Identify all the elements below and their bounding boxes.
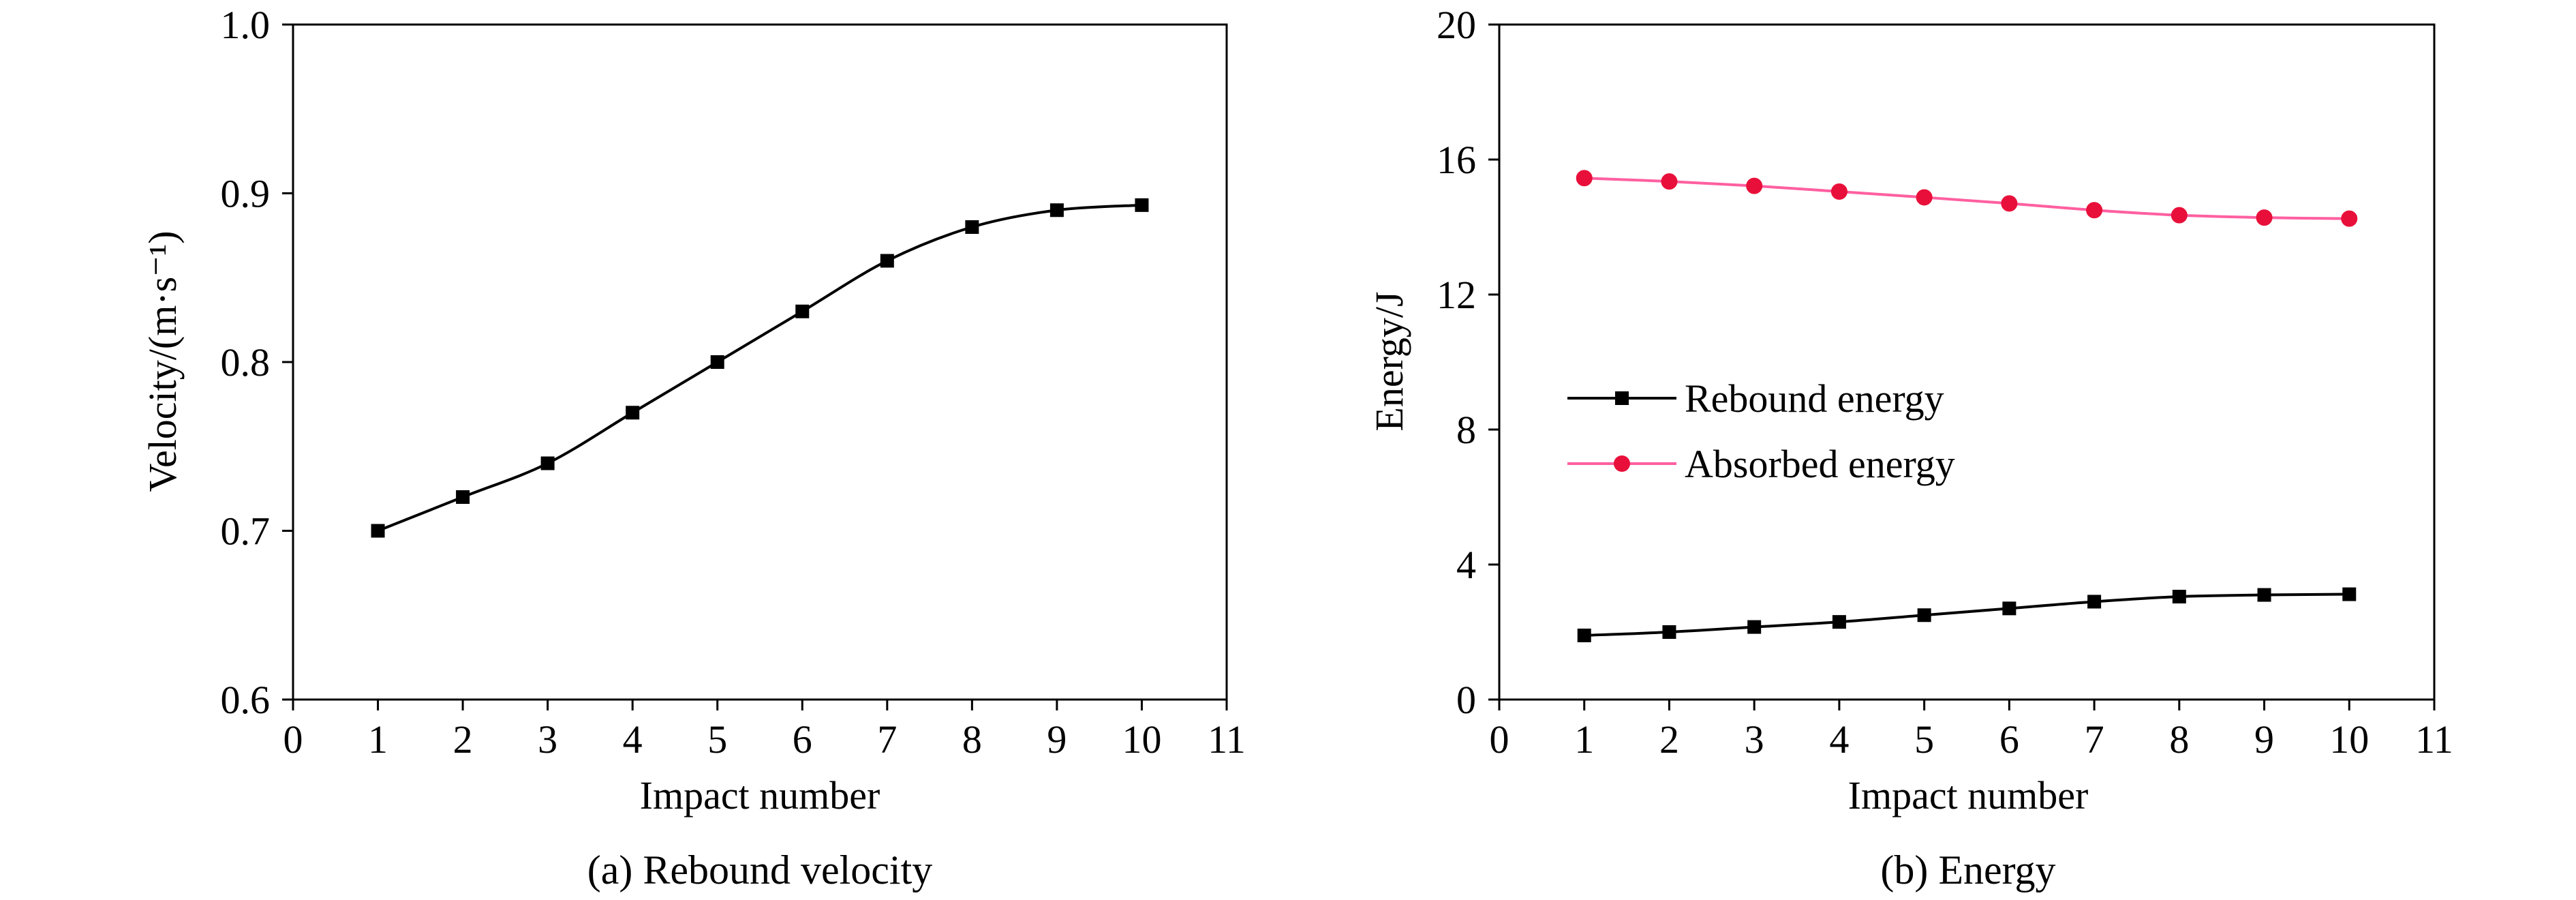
series-line: [1584, 592, 2350, 637]
x-tick-label: 0: [1490, 717, 1509, 762]
legend-label: Rebound energy: [1685, 376, 1944, 421]
data-point: [1577, 628, 1591, 642]
data-point: [1747, 620, 1762, 634]
data-point: [2257, 588, 2271, 602]
data-point: [540, 456, 555, 470]
x-tick-label: 4: [1829, 717, 1849, 762]
x-axis-title: Impact number: [640, 773, 880, 817]
x-tick-label: 1: [368, 717, 388, 762]
data-point: [2086, 202, 2103, 219]
x-tick-label: 6: [1999, 717, 2019, 762]
x-tick-label: 7: [877, 717, 897, 762]
x-tick-label: 3: [1745, 717, 1764, 762]
data-point: [965, 220, 979, 234]
data-point: [1135, 198, 1149, 212]
data-point: [2342, 587, 2357, 601]
data-point: [1917, 608, 1931, 622]
data-point: [2172, 590, 2186, 604]
x-tick-label: 4: [623, 717, 643, 762]
x-tick-label: 8: [2169, 717, 2189, 762]
data-point: [2087, 595, 2102, 609]
x-tick-label: 9: [2254, 717, 2274, 762]
y-tick-label: 20: [1437, 3, 1476, 47]
data-point: [710, 355, 724, 369]
y-tick-label: 0.6: [221, 678, 271, 722]
data-point: [456, 490, 470, 504]
data-point: [2256, 209, 2273, 226]
x-tick-label: 3: [538, 717, 557, 762]
chart-rebound-velocity: 0 1 2 3 4 5 6 7 8 9 10 11 0.6 0.7 0.8 0.9 1.0 Impact num…: [140, 3, 1246, 892]
data-point: [880, 254, 894, 268]
x-tick-label: 11: [2415, 717, 2453, 762]
data-point: [2002, 601, 2017, 616]
x-tick-label: 8: [962, 717, 982, 762]
y-axis-title: Velocity/(m·s⁻¹): [140, 230, 185, 492]
data-point: [2001, 195, 2018, 212]
x-tick-label: 10: [1122, 717, 1161, 762]
series-line: [377, 203, 1142, 532]
plot-frame: [1498, 23, 2436, 701]
data-point: [1662, 625, 1676, 639]
y-tick-label: 0.8: [221, 340, 271, 385]
y-tick-label: 12: [1437, 273, 1476, 317]
x-tick-label: 1: [1574, 717, 1594, 762]
data-point: [371, 524, 385, 538]
plot-area: 0 1 2 3 4 5 6 7 8 9 10 11 0.6 0.7 0.8 0.9 1.0: [221, 3, 1246, 762]
data-point: [1661, 173, 1678, 190]
x-tick-label: 9: [1047, 717, 1067, 762]
legend-marker: [1615, 391, 1629, 405]
chart-caption: (a) Rebound velocity: [587, 847, 933, 892]
data-point: [1576, 170, 1593, 187]
data-point: [626, 406, 640, 420]
x-tick-label: 5: [707, 717, 727, 762]
y-tick-label: 16: [1437, 138, 1476, 182]
y-axis-title: Energy/J: [1367, 291, 1411, 431]
data-point: [1049, 203, 1064, 217]
data-point: [2171, 207, 2188, 224]
y-tick-label: 0: [1456, 678, 1476, 722]
data-point: [2341, 210, 2358, 227]
series-line: [1584, 177, 2350, 220]
x-tick-label: 10: [2329, 717, 2369, 762]
y-tick-label: 4: [1456, 543, 1476, 587]
x-tick-label: 5: [1914, 717, 1934, 762]
y-tick-label: 0.9: [221, 172, 271, 216]
x-tick-label: 6: [793, 717, 812, 762]
y-tick-label: 8: [1456, 408, 1476, 452]
x-axis-title: Impact number: [1848, 773, 2089, 817]
x-tick-label: 2: [453, 717, 473, 762]
x-tick-label: 7: [2085, 717, 2104, 762]
plot-frame: [292, 23, 1228, 701]
legend-label: Absorbed energy: [1685, 442, 1955, 486]
legend-marker: [1614, 455, 1630, 472]
chart-caption: (b) Energy: [1880, 847, 2055, 892]
x-tick-label: 0: [283, 717, 303, 762]
data-point: [1746, 177, 1763, 194]
y-tick-label: 1.0: [221, 3, 271, 47]
data-point: [795, 304, 810, 318]
data-point: [1916, 189, 1933, 206]
x-tick-label: 11: [1208, 717, 1246, 762]
y-tick-label: 0.7: [221, 509, 271, 554]
data-point: [1832, 615, 1846, 629]
legend: Rebound energy Absorbed energy: [1567, 376, 1955, 486]
x-tick-label: 2: [1659, 717, 1679, 762]
data-point: [1830, 183, 1847, 200]
